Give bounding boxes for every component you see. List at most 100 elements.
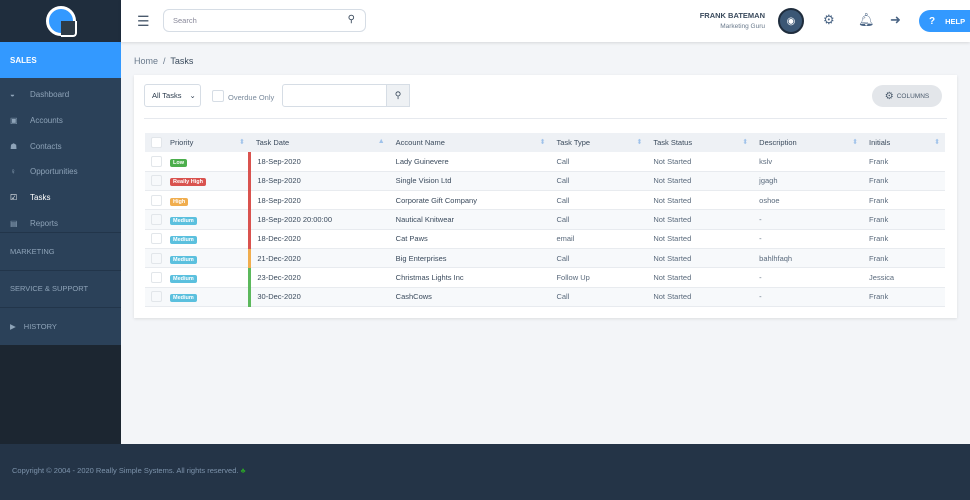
sort-icon[interactable]: ⬍ (239, 139, 245, 146)
column-label: Description (759, 138, 797, 147)
column-header-task-status[interactable]: Task Status ⬍ (647, 133, 754, 152)
tasks-card: All Tasks ⌄ Overdue Only ⚲ ⚙ COLUMNS Prior… (134, 75, 957, 318)
help-button[interactable]: ? HELP (919, 10, 970, 32)
search-icon[interactable]: ⚲ (347, 14, 355, 25)
search-input[interactable]: Search ⚲ (163, 9, 366, 32)
task-type-cell: Call (550, 248, 648, 269)
row-checkbox[interactable] (151, 175, 162, 187)
task-filter-select[interactable]: All Tasks ⌄ (144, 84, 201, 107)
account-name-cell[interactable]: Nautical Knitwear (389, 209, 551, 230)
task-date-cell: 23-Dec-2020 (248, 267, 390, 288)
select-all-checkbox[interactable] (151, 137, 162, 148)
gear-icon: ⚙ (884, 90, 894, 102)
user-info: FRANK BATEMAN Marketing Guru (681, 11, 765, 30)
table-row[interactable]: Medium 23-Dec-2020 Christmas Lights Inc … (145, 267, 945, 288)
row-select-cell[interactable] (145, 229, 164, 249)
row-select-cell[interactable] (145, 209, 164, 230)
priority-cell: Medium (163, 287, 250, 307)
sidebar-section-marketing[interactable]: MARKETING (0, 232, 121, 270)
table-row[interactable]: Really High 18-Sep-2020 Single Vision Lt… (145, 171, 945, 192)
menu-icon[interactable]: ☰ (137, 13, 150, 29)
priority-badge: Really High (169, 178, 206, 187)
row-select-cell[interactable] (145, 248, 164, 269)
sidebar-item-label: Tasks (30, 193, 51, 203)
row-select-cell[interactable] (145, 267, 164, 288)
account-name-cell[interactable]: Christmas Lights Inc (389, 267, 551, 288)
account-name-cell[interactable]: Single Vision Ltd (389, 171, 551, 192)
row-checkbox[interactable] (151, 291, 162, 303)
lightbulb-icon: ♀ (10, 167, 16, 177)
reports-icon: ▤ (10, 218, 18, 228)
sidebar-item-dashboard[interactable]: ◒ Dashboard (0, 82, 121, 108)
table-row[interactable]: Medium 18-Dec-2020 Cat Paws email Not St… (145, 229, 945, 249)
initials-cell: Frank (863, 190, 945, 211)
description-cell: oshoe (753, 190, 864, 211)
sort-icon[interactable]: ⬍ (539, 139, 546, 146)
sidebar-item-label: Contacts (30, 141, 62, 151)
history-label: HISTORY (23, 321, 57, 331)
priority-badge: Medium (169, 255, 197, 264)
task-type-cell: email (550, 229, 648, 249)
sidebar-item-contacts[interactable]: ☗ Contacts (0, 133, 121, 159)
row-checkbox[interactable] (151, 155, 162, 167)
sidebar-item-reports[interactable]: ▤ Reports (0, 210, 121, 236)
column-label: Task Date (255, 138, 290, 147)
row-select-cell[interactable] (145, 152, 164, 172)
row-select-cell[interactable] (145, 190, 164, 211)
column-header-task-date[interactable]: Task Date ▲ (249, 133, 390, 152)
account-name-cell[interactable]: Cat Paws (389, 229, 551, 249)
table-row[interactable]: Medium 18-Sep-2020 20:00:00 Nautical Kni… (145, 209, 945, 230)
settings-gears-icon[interactable]: ⚙ (823, 12, 835, 27)
logout-icon[interactable]: ➜ (890, 12, 901, 27)
logo[interactable] (0, 0, 121, 42)
column-header-account-name[interactable]: Account Name ⬍ (389, 133, 551, 152)
table-row[interactable]: Low 18-Sep-2020 Lady Guinevere Call Not … (145, 152, 945, 172)
task-type-cell: Call (550, 190, 648, 211)
overdue-checkbox[interactable] (212, 90, 224, 102)
sort-icon[interactable]: ⬍ (742, 139, 749, 146)
sidebar-section-history[interactable]: ▶ HISTORY (0, 307, 121, 345)
sidebar-section-service[interactable]: SERVICE & SUPPORT (0, 269, 121, 307)
sidebar-item-tasks[interactable]: ☑ Tasks (0, 185, 121, 211)
account-name-cell[interactable]: CashCows (389, 287, 551, 307)
initials-cell: Frank (863, 209, 945, 230)
row-checkbox[interactable] (151, 233, 162, 245)
table-row[interactable]: High 18-Sep-2020 Corporate Gift Company … (145, 190, 945, 211)
table-row[interactable]: Medium 30-Dec-2020 CashCows Call Not Sta… (145, 287, 945, 307)
row-select-cell[interactable] (145, 171, 164, 192)
breadcrumb-home[interactable]: Home (134, 56, 159, 66)
user-name: FRANK BATEMAN (699, 11, 765, 20)
sort-icon[interactable]: ⬍ (636, 139, 643, 146)
table-row[interactable]: Medium 21-Dec-2020 Big Enterprises Call … (145, 248, 945, 269)
task-status-cell: Not Started (647, 287, 754, 307)
sidebar-item-opportunities[interactable]: ♀ Opportunities (0, 159, 121, 185)
select-all-cell[interactable] (145, 133, 164, 152)
camera-icon[interactable]: ◉ (778, 8, 804, 34)
account-name-cell[interactable]: Corporate Gift Company (389, 190, 551, 211)
row-checkbox[interactable] (151, 271, 162, 283)
sidebar-section-sales[interactable]: SALES (0, 42, 121, 78)
sidebar: SALES ◒ Dashboard ▣ Accounts ☗ Contacts ♀ Oppor… (0, 0, 121, 444)
sort-asc-icon[interactable]: ▲ (377, 138, 385, 145)
sidebar-item-accounts[interactable]: ▣ Accounts (0, 108, 121, 134)
row-checkbox[interactable] (151, 194, 162, 206)
account-name-cell[interactable]: Lady Guinevere (389, 152, 551, 172)
row-checkbox[interactable] (151, 214, 162, 226)
column-header-priority[interactable]: Priority ⬍ (163, 133, 250, 152)
task-date-cell: 18-Dec-2020 (248, 229, 390, 249)
column-header-task-type[interactable]: Task Type ⬍ (550, 133, 648, 152)
bell-icon[interactable]: 🔔︎ (858, 12, 875, 27)
row-select-cell[interactable] (145, 287, 164, 307)
sort-icon[interactable]: ⬍ (934, 139, 940, 146)
column-label: Initials (869, 138, 891, 147)
account-name-cell[interactable]: Big Enterprises (389, 248, 551, 269)
column-header-description[interactable]: Description ⬍ (753, 133, 864, 152)
priority-cell: Medium (163, 209, 250, 230)
columns-button[interactable]: ⚙ COLUMNS (872, 85, 942, 107)
row-checkbox[interactable] (151, 252, 162, 264)
overdue-label: Overdue Only (228, 93, 275, 102)
filter-search-button[interactable]: ⚲ (386, 84, 410, 107)
initials-cell: Frank (863, 229, 945, 249)
sort-icon[interactable]: ⬍ (852, 139, 859, 146)
column-header-initials[interactable]: Initials ⬍ (863, 133, 945, 152)
